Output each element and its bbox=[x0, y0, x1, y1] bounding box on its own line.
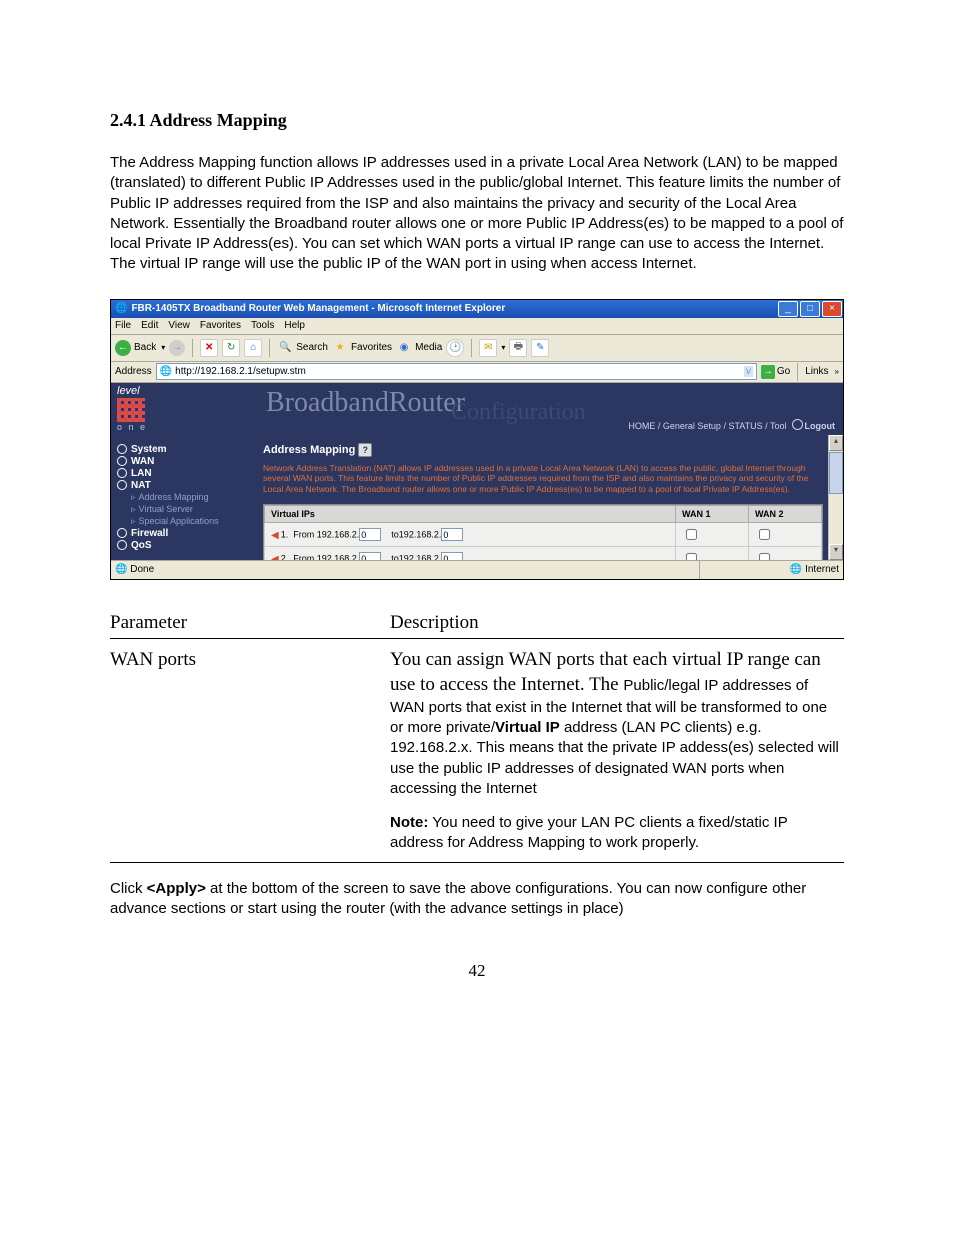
nav-logout[interactable]: Logout bbox=[805, 421, 836, 431]
status-text: Done bbox=[130, 564, 154, 575]
edit-button[interactable]: ✎ bbox=[531, 339, 549, 357]
param-desc: You can assign WAN ports that each virtu… bbox=[390, 638, 844, 862]
links-label[interactable]: Links bbox=[805, 366, 828, 377]
stop-button[interactable]: ✕ bbox=[200, 339, 218, 357]
status-bar: 🌐 Done 🌐Internet bbox=[111, 560, 843, 579]
address-bar: Address 🌐 http://192.168.2.1/setupw.stm … bbox=[111, 362, 843, 383]
home-button[interactable]: ⌂ bbox=[244, 339, 262, 357]
mapping-table: Virtual IPs WAN 1 WAN 2 ◀1. From 192.168… bbox=[263, 504, 823, 559]
nav-tool[interactable]: Tool bbox=[770, 421, 787, 431]
menu-bar: File Edit View Favorites Tools Help bbox=[111, 318, 843, 335]
nav-status[interactable]: STATUS bbox=[728, 421, 762, 431]
panel-desc: Network Address Translation (NAT) allows… bbox=[263, 463, 823, 495]
param-name: WAN ports bbox=[110, 638, 390, 862]
window-title: FBR-1405TX Broadband Router Web Manageme… bbox=[131, 303, 505, 314]
zone-text: Internet bbox=[805, 564, 839, 575]
ie-icon: 🌐 bbox=[115, 303, 127, 314]
side-qos[interactable]: QoS bbox=[117, 540, 247, 551]
menu-file[interactable]: File bbox=[115, 320, 131, 331]
menu-help[interactable]: Help bbox=[284, 320, 305, 331]
param-header: Parameter bbox=[110, 608, 390, 639]
product-subtitle: Configuration bbox=[451, 399, 586, 426]
col-wan1: WAN 1 bbox=[676, 506, 749, 523]
page-number: 42 bbox=[110, 961, 844, 981]
footer-note: Click <Apply> at the bottom of the scree… bbox=[110, 879, 844, 920]
from-input[interactable] bbox=[359, 528, 381, 541]
table-row: ◀2. From 192.168.2. to192.168.2. bbox=[265, 547, 822, 560]
side-vserver[interactable]: ▹Virtual Server bbox=[131, 504, 247, 515]
address-input[interactable]: 🌐 http://192.168.2.1/setupw.stm v bbox=[156, 363, 757, 380]
side-lan[interactable]: LAN bbox=[117, 468, 247, 479]
brand-logo: level o n e bbox=[117, 385, 147, 432]
forward-button[interactable]: → bbox=[169, 340, 185, 356]
logout-icon bbox=[792, 419, 803, 430]
from-input[interactable] bbox=[359, 552, 381, 559]
menu-tools[interactable]: Tools bbox=[251, 320, 274, 331]
page-icon: 🌐 bbox=[160, 366, 172, 377]
back-button[interactable]: ←Back▾ bbox=[115, 340, 165, 356]
zone-icon: 🌐 bbox=[790, 564, 802, 575]
col-wan2: WAN 2 bbox=[749, 506, 822, 523]
nav-general[interactable]: General Setup bbox=[663, 421, 721, 431]
url-dropdown[interactable]: v bbox=[744, 366, 753, 377]
side-spapp[interactable]: ▹Special Applications bbox=[131, 516, 247, 527]
print-button[interactable]: 🖶 bbox=[509, 339, 527, 357]
top-nav: HOME / General Setup / STATUS / Tool Log… bbox=[628, 419, 835, 431]
media-button[interactable]: ◉Media bbox=[396, 340, 442, 356]
window-titlebar: 🌐 FBR-1405TX Broadband Router Web Manage… bbox=[111, 300, 843, 318]
main-panel: Address Mapping? Network Address Transla… bbox=[253, 435, 843, 560]
menu-edit[interactable]: Edit bbox=[141, 320, 158, 331]
to-input[interactable] bbox=[441, 528, 463, 541]
param-table: Parameter Description WAN ports You can … bbox=[110, 608, 844, 863]
wan2-checkbox[interactable] bbox=[759, 553, 770, 559]
side-system[interactable]: System bbox=[117, 444, 247, 455]
sidebar: System WAN LAN NAT ▹Address Mapping ▹Vir… bbox=[111, 435, 253, 560]
close-button[interactable]: × bbox=[822, 301, 842, 317]
wan1-checkbox[interactable] bbox=[686, 529, 697, 540]
wan2-checkbox[interactable] bbox=[759, 529, 770, 540]
search-button[interactable]: 🔍Search bbox=[277, 340, 328, 356]
url-text: http://192.168.2.1/setupw.stm bbox=[175, 366, 306, 377]
panel-title: Address Mapping? bbox=[263, 443, 823, 457]
status-page-icon: 🌐 bbox=[115, 564, 127, 575]
section-heading: 2.4.1 Address Mapping bbox=[110, 110, 844, 131]
favorites-button[interactable]: ★Favorites bbox=[332, 340, 392, 356]
help-icon[interactable]: ? bbox=[358, 443, 372, 457]
side-nat[interactable]: NAT bbox=[117, 480, 247, 491]
history-button[interactable]: 🕑 bbox=[446, 339, 464, 357]
menu-view[interactable]: View bbox=[168, 320, 190, 331]
desc-header: Description bbox=[390, 608, 844, 639]
wan1-checkbox[interactable] bbox=[686, 553, 697, 559]
address-label: Address bbox=[115, 366, 152, 377]
scrollbar[interactable]: ▴ ▾ bbox=[828, 435, 843, 560]
toolbar: ←Back▾ → ✕ ↻ ⌂ 🔍Search ★Favorites ◉Media… bbox=[111, 335, 843, 362]
refresh-button[interactable]: ↻ bbox=[222, 339, 240, 357]
nav-home[interactable]: HOME bbox=[628, 421, 655, 431]
maximize-button[interactable]: □ bbox=[800, 301, 820, 317]
to-input[interactable] bbox=[441, 552, 463, 559]
side-addrmap[interactable]: ▹Address Mapping bbox=[131, 492, 247, 503]
side-firewall[interactable]: Firewall bbox=[117, 528, 247, 539]
router-banner: level o n e BroadbandRouter Configuratio… bbox=[111, 383, 843, 435]
side-wan[interactable]: WAN bbox=[117, 456, 247, 467]
minimize-button[interactable]: _ bbox=[778, 301, 798, 317]
ie-screenshot: 🌐 FBR-1405TX Broadband Router Web Manage… bbox=[110, 299, 844, 580]
col-virtualips: Virtual IPs bbox=[265, 506, 676, 523]
mail-button[interactable]: ✉ bbox=[479, 339, 497, 357]
go-button[interactable]: →Go bbox=[761, 365, 790, 379]
menu-favorites[interactable]: Favorites bbox=[200, 320, 241, 331]
product-title: BroadbandRouter bbox=[266, 387, 465, 419]
table-row: ◀1. From 192.168.2. to192.168.2. bbox=[265, 523, 822, 547]
intro-paragraph: The Address Mapping function allows IP a… bbox=[110, 153, 844, 275]
